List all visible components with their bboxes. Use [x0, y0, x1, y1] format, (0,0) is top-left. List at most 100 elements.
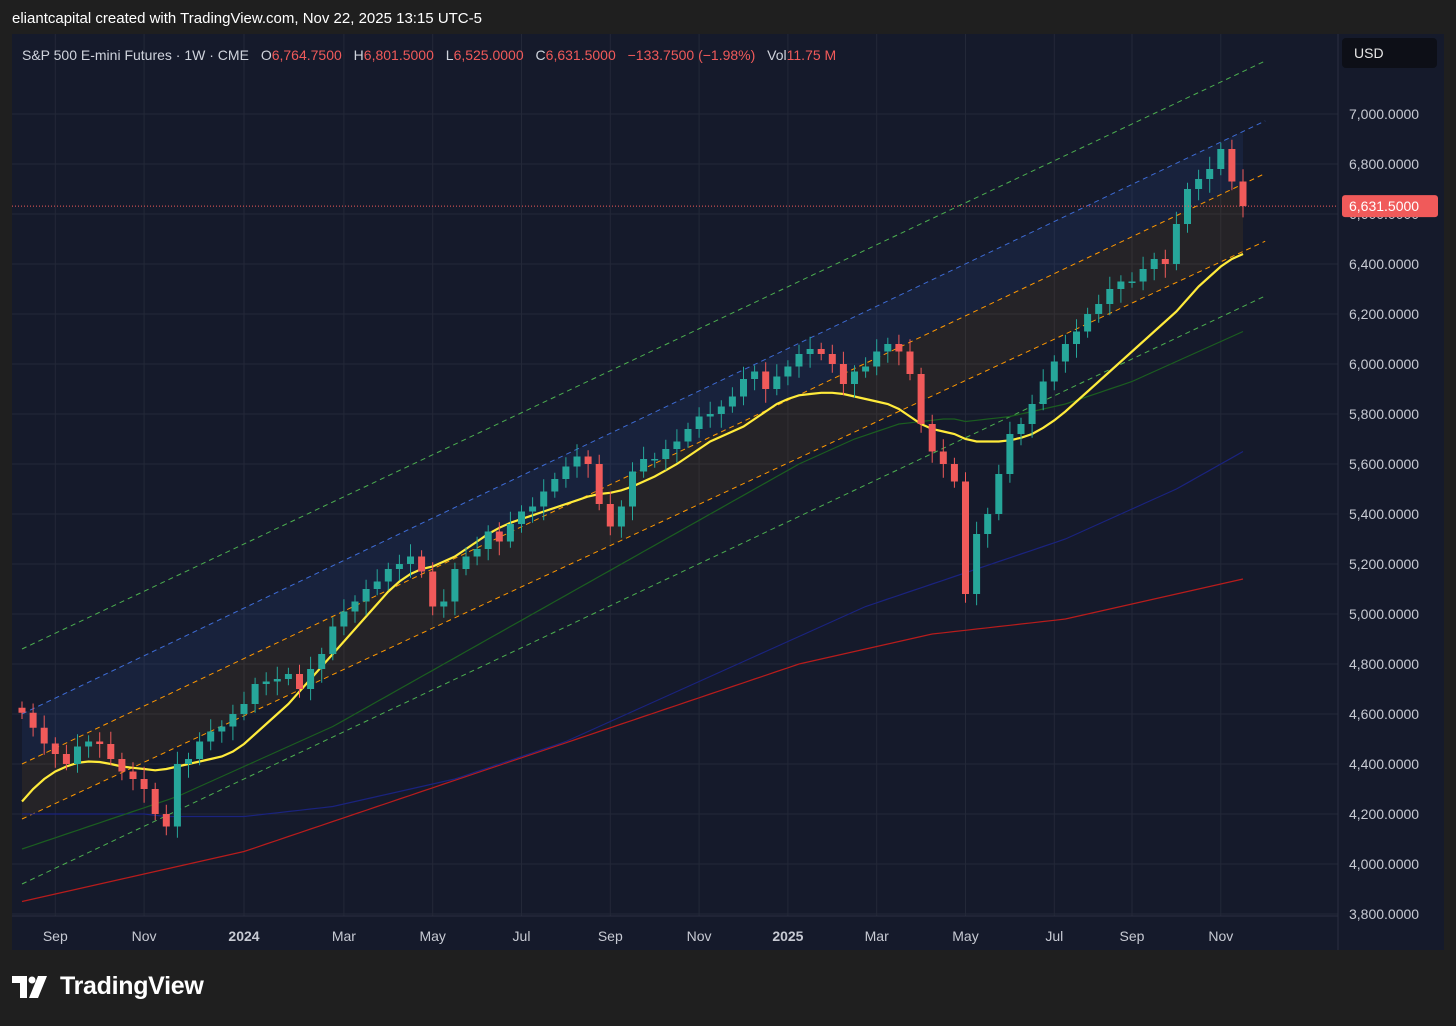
candle: [939, 439, 947, 478]
candle: [395, 554, 403, 581]
candle: [51, 737, 59, 768]
candle-body: [373, 581, 381, 589]
symbol-info[interactable]: S&P 500 E-mini Futures · 1W · CME: [22, 47, 249, 63]
candle-body: [440, 601, 448, 607]
low-value: 6,525.0000: [453, 47, 524, 63]
high-label: H: [353, 47, 364, 63]
candle: [629, 462, 636, 521]
candle-body: [96, 741, 104, 744]
y-tick-label: 5,200.0000: [1349, 556, 1419, 572]
candle: [1039, 369, 1047, 411]
candle-body: [451, 569, 459, 602]
candle: [928, 414, 936, 463]
candle-body: [1161, 259, 1169, 264]
candle-body: [518, 511, 525, 524]
candle-body: [995, 474, 1003, 514]
candle: [540, 479, 548, 521]
tradingview-logo[interactable]: TradingView: [12, 972, 204, 1001]
candle: [695, 407, 703, 438]
y-tick-label: 4,000.0000: [1349, 856, 1419, 872]
candle: [273, 666, 281, 696]
x-tick-label: Jul: [513, 928, 531, 944]
candle-body: [1050, 361, 1058, 382]
candle: [1206, 156, 1214, 193]
candle: [1084, 307, 1092, 338]
candle-body: [1195, 179, 1203, 189]
channel-mid-lower-line: [21, 240, 1266, 820]
candle: [862, 357, 870, 378]
candle: [728, 387, 736, 413]
candle-body: [1084, 314, 1092, 332]
candle-body: [318, 654, 326, 669]
candle-body: [551, 479, 559, 492]
candle: [784, 360, 792, 386]
candle-body: [229, 714, 237, 727]
y-tick-label: 5,400.0000: [1349, 506, 1419, 522]
y-tick-label: 4,800.0000: [1349, 656, 1419, 672]
candle: [62, 744, 70, 771]
candle-body: [640, 459, 648, 472]
x-tick-label: May: [419, 928, 445, 944]
candle-body: [773, 376, 781, 389]
candle: [651, 452, 659, 468]
candle: [751, 365, 759, 391]
candle-body: [185, 759, 192, 764]
candle: [495, 522, 503, 556]
candle: [995, 464, 1003, 521]
candle-body: [85, 741, 93, 747]
candle: [484, 525, 492, 561]
low-label: L: [445, 47, 454, 63]
candle: [1017, 417, 1025, 446]
candle-body: [1095, 304, 1103, 314]
x-tick-label: Sep: [43, 928, 68, 944]
candle: [984, 507, 992, 548]
x-tick-label: Nov: [132, 928, 157, 944]
candle: [662, 439, 670, 471]
candle: [884, 337, 892, 363]
candle: [340, 599, 348, 636]
open-label: O: [260, 47, 272, 63]
y-tick-label: 6,400.0000: [1349, 256, 1419, 272]
candle-body: [362, 589, 370, 602]
candle-body: [473, 549, 481, 557]
candle-body: [806, 349, 814, 354]
candle: [307, 656, 315, 701]
y-tick-label: 6,800.0000: [1349, 156, 1419, 172]
ma-green-line: [21, 330, 1244, 850]
candle: [1128, 272, 1136, 288]
x-tick-label: Mar: [332, 928, 356, 944]
candle-body: [251, 684, 259, 704]
y-tick-label: 7,000.0000: [1349, 106, 1419, 122]
candle: [962, 472, 969, 603]
candle: [518, 505, 525, 533]
channel-outer-upper-line: [21, 60, 1266, 650]
candle-body: [307, 669, 315, 689]
candle: [18, 701, 26, 719]
candle: [1061, 334, 1069, 373]
price-chart[interactable]: 7,000.00006,800.00006,600.00006,400.0000…: [12, 34, 1444, 950]
currency-button[interactable]: USD: [1342, 38, 1437, 68]
last-price-tag: 6,631.5000: [1342, 195, 1438, 218]
candle: [1195, 169, 1203, 201]
candle: [973, 521, 981, 606]
x-tick-label: Nov: [687, 928, 712, 944]
chart-panel[interactable]: 7,000.00006,800.00006,600.00006,400.0000…: [12, 34, 1444, 950]
candle-body: [218, 726, 226, 732]
candle-body: [284, 674, 292, 679]
ma-blue-line: [22, 450, 1244, 818]
candle: [562, 457, 570, 488]
candle-body: [107, 744, 115, 759]
candle: [1028, 394, 1036, 438]
candle-body: [884, 344, 892, 352]
candle: [706, 401, 714, 428]
close-value: 6,631.5000: [545, 47, 616, 63]
candle: [773, 364, 781, 396]
candle-body: [1117, 281, 1125, 289]
candle-body: [62, 754, 70, 764]
chart-credit: eliantcapital created with TradingView.c…: [12, 10, 482, 27]
candle: [762, 362, 770, 403]
x-tick-label: Sep: [1120, 928, 1145, 944]
candle: [640, 446, 648, 478]
change-value: −133.7500 (−1.98%): [627, 47, 756, 63]
candle-body: [606, 504, 614, 527]
